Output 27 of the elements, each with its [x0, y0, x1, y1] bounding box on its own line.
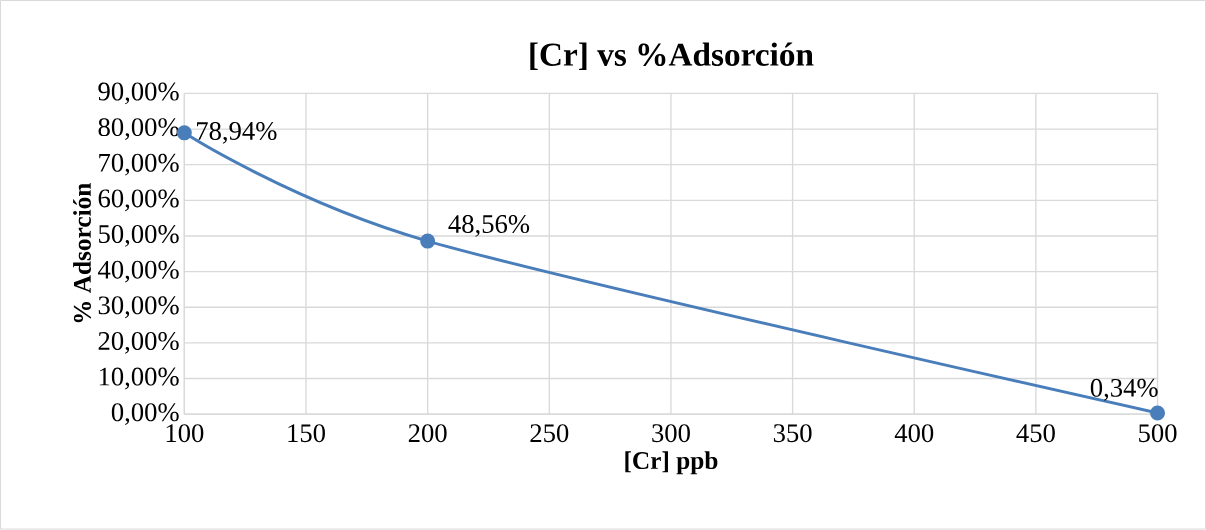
- y-tick-label: 50,00%: [99, 225, 179, 248]
- y-axis-title: % Adsorción: [73, 183, 92, 323]
- data-label: 48,56%: [448, 215, 530, 238]
- y-tick-label: 0,00%: [111, 403, 179, 426]
- y-tick-label: 60,00%: [98, 189, 179, 212]
- x-tick-label: 300: [652, 424, 690, 443]
- x-tick-label: 200: [408, 424, 447, 443]
- data-label: 0,34%: [1090, 379, 1158, 401]
- y-tick-label: 10,00%: [99, 367, 179, 390]
- x-tick-label: 400: [894, 424, 934, 443]
- chart-title: [Cr] vs %Adsorción: [530, 42, 814, 71]
- x-tick-label: 150: [288, 424, 325, 443]
- y-tick-label: 80,00%: [98, 118, 179, 141]
- x-tick-label: 500: [1139, 424, 1177, 443]
- y-tick-label: 40,00%: [98, 260, 179, 283]
- x-axis-title: [Cr] ppb: [625, 451, 718, 475]
- y-tick-label: 20,00%: [98, 332, 179, 354]
- y-tick-label: 70,00%: [99, 154, 179, 176]
- x-tick-label: 250: [530, 424, 569, 443]
- data-label: 78,94%: [197, 122, 277, 144]
- x-tick-label: 450: [1016, 424, 1055, 443]
- y-tick-label: 90,00%: [98, 82, 179, 105]
- x-tick-label: 100: [166, 424, 204, 443]
- point: [1150, 405, 1166, 421]
- y-tick-label: 30,00%: [98, 296, 179, 319]
- x-tick-label: 350: [773, 424, 812, 443]
- point: [420, 233, 436, 249]
